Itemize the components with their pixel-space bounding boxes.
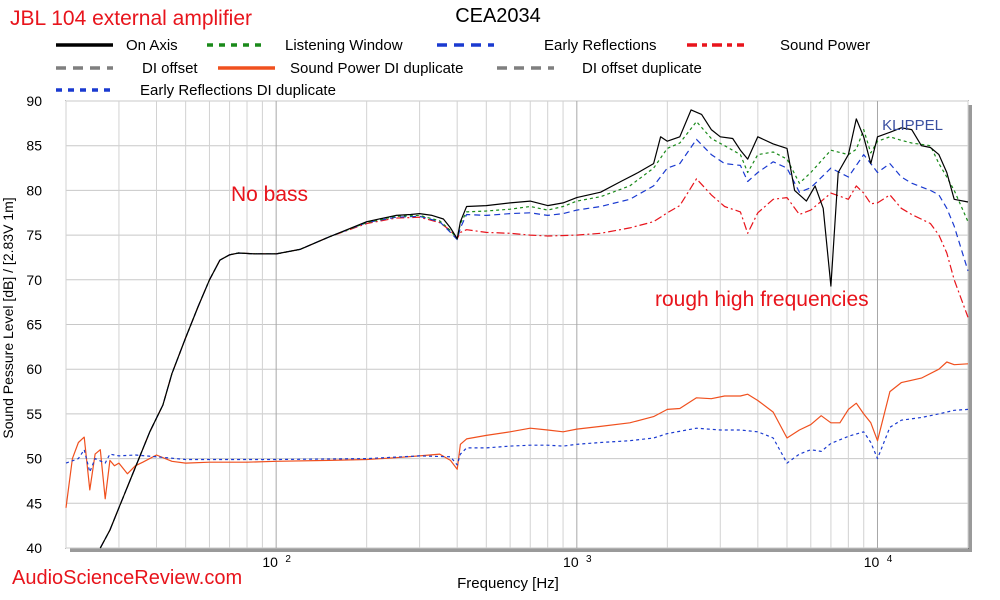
x-tick-label: 10 [563, 554, 579, 570]
x-tick-label: 10 [864, 554, 880, 570]
annotation-no-bass: No bass [231, 183, 308, 206]
legend-label-di-offset-duplicate: DI offset duplicate [582, 60, 702, 77]
y-tick-label: 90 [26, 93, 42, 109]
watermark-site: AudioScienceReview.com [12, 567, 242, 589]
x-axis-label: Frequency [Hz] [457, 575, 559, 592]
y-tick-label: 85 [26, 138, 42, 154]
watermark-klippel: KLIPPEL [882, 117, 943, 134]
series-layer [65, 109, 969, 549]
chart-title: CEA2034 [455, 5, 541, 27]
y-tick-label: 75 [26, 227, 42, 243]
legend-label-early-reflections-di-duplicate: Early Reflections DI duplicate [140, 82, 336, 99]
y-tick-label: 50 [26, 451, 42, 467]
legend-label-sound-power-di-duplicate: Sound Power DI duplicate [290, 60, 463, 77]
grid-lines [65, 100, 969, 549]
legend-label-early-reflections: Early Reflections [544, 37, 657, 54]
x-tick-exponent: 2 [285, 554, 291, 565]
legend-label-listening-window: Listening Window [285, 37, 403, 54]
x-tick-exponent: 4 [887, 554, 893, 565]
y-tick-label: 65 [26, 317, 42, 333]
legend-label-sound-power: Sound Power [780, 37, 870, 54]
series-line-sound-power-di-duplicate [65, 361, 969, 508]
x-tick-exponent: 3 [586, 554, 592, 565]
x-tick-label: 10 [262, 554, 278, 570]
y-tick-label: 70 [26, 272, 42, 288]
legend: On Axis Listening Window Early Reflections… [56, 37, 870, 99]
y-tick-label: 40 [26, 540, 42, 556]
series-line-on-axis [99, 109, 969, 549]
y-tick-label: 45 [26, 495, 42, 511]
y-tick-label: 80 [26, 182, 42, 198]
series-line-early-reflections-di-duplicate [65, 408, 969, 473]
header-note: JBL 104 external amplifier [10, 7, 252, 30]
y-tick-label: 60 [26, 361, 42, 377]
y-tick-label: 55 [26, 406, 42, 422]
legend-label-on-axis: On Axis [126, 37, 178, 54]
legend-label-di-offset: DI offset [142, 60, 198, 77]
tick-labels: 40 45 50 55 60 65 70 75 80 85 90 10 2 10 3 10 4 [26, 93, 892, 570]
y-axis-label: Sound Pessure Level [dB] / [2.83V 1m] [0, 197, 16, 438]
annotation-rough-high-frequencies: rough high frequencies [655, 288, 869, 311]
